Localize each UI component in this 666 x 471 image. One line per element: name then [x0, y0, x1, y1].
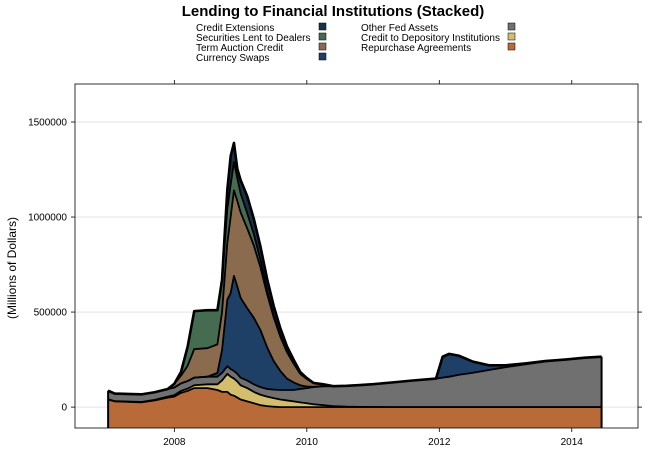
plot-frame	[74, 83, 639, 429]
y-tick-label-2: 1000000	[28, 213, 67, 224]
legend-swatch-credit-extensions	[318, 22, 327, 31]
legend-swatch-securities-lent	[318, 32, 327, 41]
legend-label-term-auction: Term Auction Credit	[196, 43, 283, 54]
x-tick-label-0: 2008	[163, 437, 186, 448]
y-tick-label-0: 0	[61, 403, 67, 414]
area-securities-lent-to-dealers	[108, 161, 602, 395]
legend-swatch-credit-depository	[507, 32, 516, 41]
x-axis-ticks: 2008 2010 2012 2014	[163, 80, 583, 448]
legend-label-securities-lent: Securities Lent to Dealers	[196, 33, 311, 44]
legend-label-currency-swaps: Currency Swaps	[196, 53, 269, 64]
legend-label-credit-extensions: Credit Extensions	[196, 23, 274, 34]
area-credit-extensions	[108, 142, 602, 395]
legend-swatch-term-auction	[318, 42, 327, 51]
area-repurchase-agreements	[108, 388, 602, 428]
legend-label-other-fed-assets: Other Fed Assets	[361, 23, 438, 34]
series-outlines	[107, 141, 603, 428]
legend-swatch-currency-swaps	[318, 52, 327, 61]
outline-credit-to-depository-institutions	[107, 372, 602, 408]
legend: Credit Extensions Securities Lent to Dea…	[196, 22, 516, 64]
outline-credit-extensions	[107, 141, 602, 396]
legend-swatch-repurchase	[507, 42, 516, 51]
y-axis-title: (Millions of Dollars)	[5, 217, 19, 319]
x-tick-label-2: 2012	[428, 437, 451, 448]
legend-swatch-other-fed-assets	[507, 22, 516, 31]
area-credit-to-depository-institutions	[108, 373, 602, 408]
y-tick-label-3: 1500000	[28, 118, 67, 129]
y-axis-ticks: 0 500000 1000000 1500000	[28, 118, 642, 414]
x-tick-label-3: 2014	[561, 437, 584, 448]
legend-label-repurchase: Repurchase Agreements	[361, 43, 471, 54]
stacked-areas	[108, 142, 602, 428]
area-term-auction-credit	[108, 190, 602, 395]
area-currency-swaps	[108, 275, 602, 395]
chart-title: Lending to Financial Institutions (Stack…	[182, 3, 485, 20]
area-other-fed-assets	[108, 356, 602, 408]
x-tick-label-1: 2010	[296, 437, 319, 448]
legend-label-credit-depository: Credit to Depository Institutions	[361, 33, 500, 44]
outline-securities-lent-to-dealers	[107, 161, 602, 396]
y-tick-label-1: 500000	[34, 308, 68, 319]
